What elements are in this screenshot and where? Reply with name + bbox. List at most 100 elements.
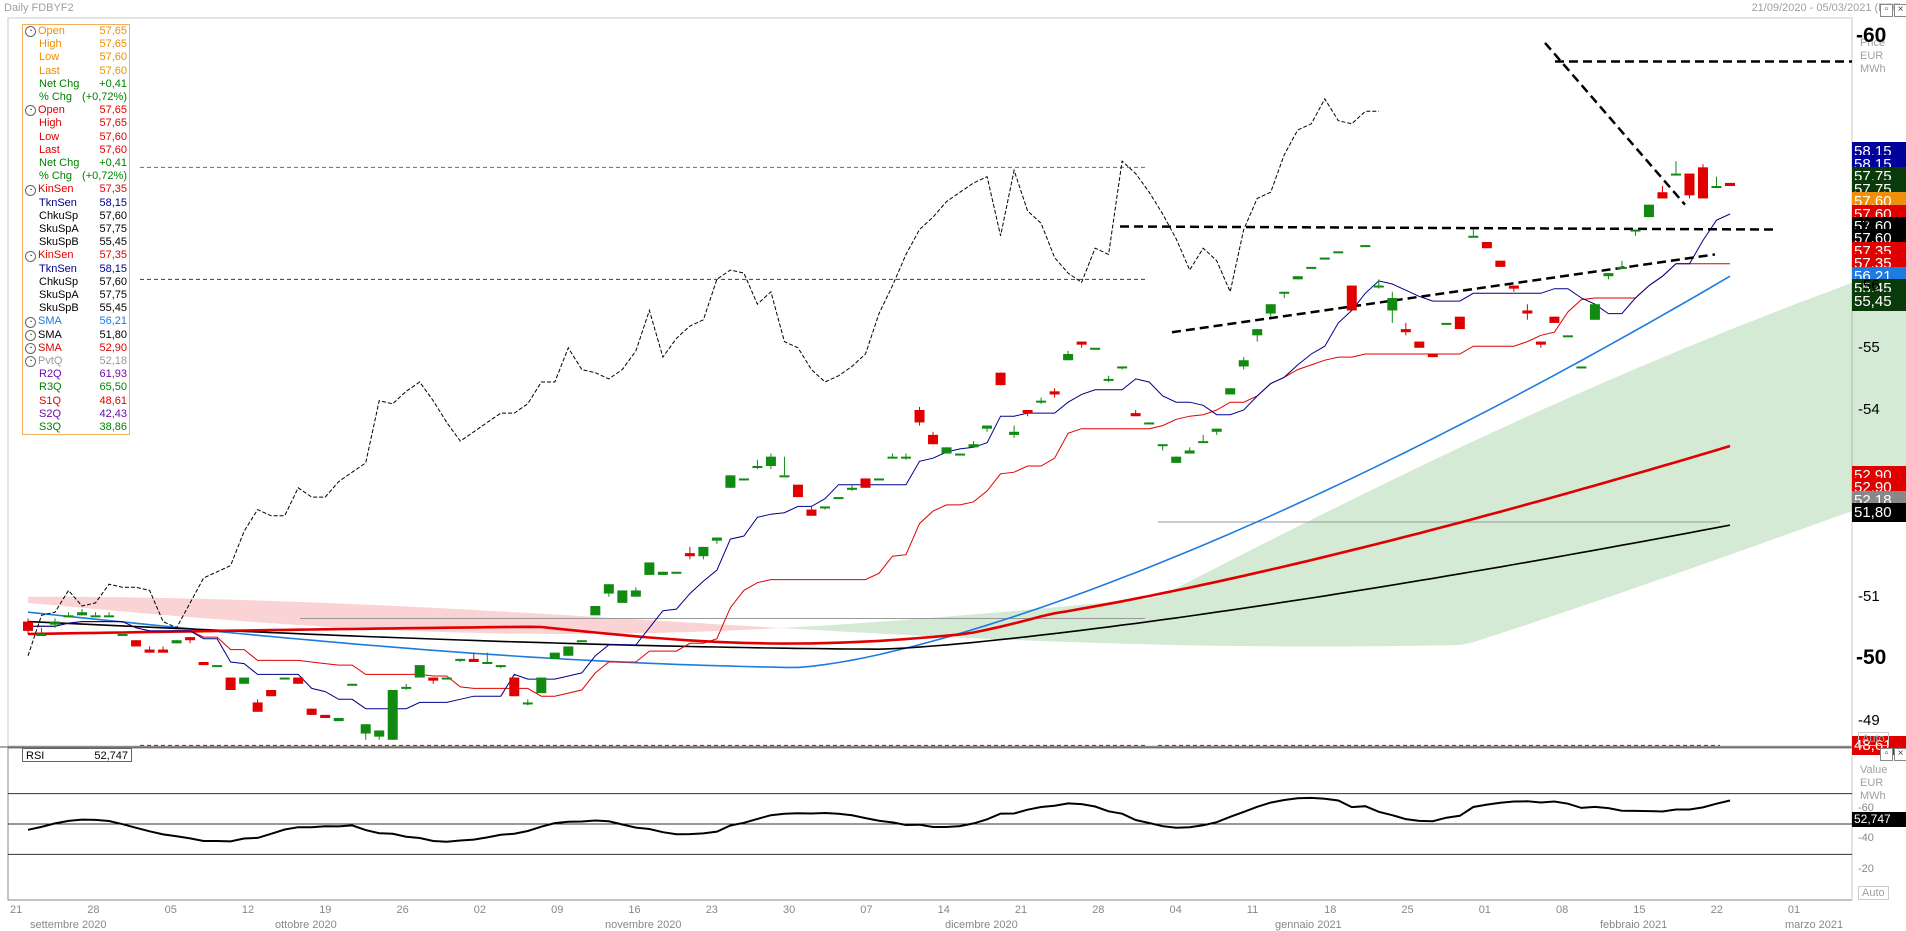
candle-body <box>968 444 979 448</box>
candle-body <box>1562 335 1573 338</box>
y-tick-label: -51 <box>1858 587 1880 605</box>
candle-body <box>1684 173 1695 196</box>
candle-body <box>333 718 344 722</box>
x-day-label: 15 <box>1633 904 1646 916</box>
candle-body <box>185 637 196 641</box>
indicator-label: Last <box>39 64 60 77</box>
candle-body <box>1049 391 1060 395</box>
price-unit: Price EUR MWh <box>1860 37 1886 76</box>
candle-body <box>752 466 763 468</box>
indicator-label: S3Q <box>39 421 62 434</box>
y-tick-label: -57 <box>1858 214 1880 232</box>
candle-body <box>806 509 817 516</box>
candle-body <box>23 621 33 631</box>
candle-body <box>1036 400 1047 403</box>
indicator-value: +0,41 <box>99 157 127 170</box>
x-day-label: 09 <box>551 904 564 916</box>
auto-scale-rsi[interactable]: Auto <box>1858 886 1889 900</box>
indicator-label: TknSen <box>39 262 77 275</box>
indicator-visibility-icon[interactable]: ◔ <box>25 356 36 368</box>
candle-body <box>144 649 155 653</box>
candle-body <box>779 475 790 478</box>
indicator-row: % Chg (+0,72%) <box>23 91 129 104</box>
indicator-row: ◔ KinSen 57,35 <box>23 249 129 262</box>
close-icon[interactable]: × <box>1894 4 1906 17</box>
indicator-label: ChkuSp <box>39 275 79 288</box>
indicator-visibility-icon[interactable]: ◔ <box>25 105 36 117</box>
candle-body <box>1441 322 1452 325</box>
candle-body <box>1292 276 1303 280</box>
candle-body <box>360 724 371 734</box>
candle-body <box>306 708 317 715</box>
restore-icon[interactable]: ▫ <box>1880 748 1893 761</box>
indicator-row: High 57,65 <box>23 117 129 130</box>
candle-body <box>441 677 452 680</box>
restore-icon[interactable]: ▫ <box>1880 4 1893 17</box>
indicator-row: R3Q 65,50 <box>23 381 129 394</box>
candle-body <box>495 665 506 668</box>
y-tick-label: -49 <box>1858 712 1880 730</box>
indicator-label: SkuSpA <box>39 289 79 302</box>
indicator-label: KinSen <box>38 183 74 196</box>
indicator-label: PvtQ <box>38 355 63 368</box>
candle-body <box>1387 298 1398 311</box>
candle-body <box>1576 366 1587 369</box>
falling-trendline <box>1544 42 1686 206</box>
candle-body <box>1643 204 1654 218</box>
candle-body <box>1090 347 1101 350</box>
indicator-visibility-icon[interactable]: ◔ <box>25 26 36 38</box>
indicator-row: R2Q 61,93 <box>23 368 129 381</box>
candle-body <box>1184 450 1195 454</box>
indicator-row: ◔ SMA 51,80 <box>23 329 129 342</box>
indicator-value: 56,21 <box>99 315 127 328</box>
indicator-value: (+0,72%) <box>82 170 127 183</box>
indicator-row: ◔ Open 57,65 <box>23 104 129 117</box>
candle-body <box>212 665 223 668</box>
indicator-visibility-icon[interactable]: ◔ <box>25 250 36 262</box>
candle-body <box>1549 316 1560 323</box>
candle-body <box>1252 329 1263 336</box>
indicator-value: 57,60 <box>99 130 127 143</box>
indicator-row: ◔ KinSen 57,35 <box>23 183 129 196</box>
x-month-label: gennaio 2021 <box>1275 919 1342 931</box>
candle-body <box>1238 360 1249 367</box>
x-day-label: 18 <box>1324 904 1337 916</box>
indicator-value: 42,43 <box>99 407 127 420</box>
candle-body <box>1103 378 1114 381</box>
indicator-row: High 57,65 <box>23 38 129 51</box>
x-day-label: 05 <box>164 904 177 916</box>
indicator-value: 57,75 <box>99 223 127 236</box>
candle-body <box>387 690 398 740</box>
indicator-value: 55,45 <box>99 302 127 315</box>
candle-body <box>1009 431 1020 435</box>
candle-body <box>698 546 709 557</box>
candle-body <box>1427 354 1438 358</box>
indicator-label: R2Q <box>39 368 62 381</box>
candle-body <box>198 662 209 666</box>
indicator-row: TknSen 58,15 <box>23 263 129 276</box>
rsi-tick-label: -40 <box>1858 832 1874 845</box>
auto-scale-price[interactable]: Auto <box>1858 732 1889 746</box>
indicator-visibility-icon[interactable]: ◔ <box>25 184 36 196</box>
indicator-value: +0,41 <box>99 77 127 90</box>
x-month-label: novembre 2020 <box>605 919 682 931</box>
candle-body <box>941 447 952 454</box>
indicator-visibility-icon[interactable]: ◔ <box>25 329 36 341</box>
indicator-label: High <box>39 117 62 130</box>
close-icon[interactable]: × <box>1894 748 1906 761</box>
indicator-visibility-icon[interactable]: ◔ <box>25 316 36 328</box>
rsi-line <box>27 796 1731 843</box>
indicator-label: TknSen <box>39 196 77 209</box>
x-day-label: 11 <box>1246 904 1259 916</box>
indicator-visibility-icon[interactable]: ◔ <box>25 342 36 354</box>
kijun-sen-line <box>28 263 1730 697</box>
candle-body <box>1373 285 1384 288</box>
indicator-label: % Chg <box>39 170 73 183</box>
indicator-row: Net Chg +0,41 <box>23 78 129 91</box>
indicator-row: Net Chg +0,41 <box>23 157 129 170</box>
indicator-label: Net Chg <box>39 77 80 90</box>
indicator-label: Low <box>39 130 60 143</box>
indicator-label: ChkuSp <box>39 209 79 222</box>
